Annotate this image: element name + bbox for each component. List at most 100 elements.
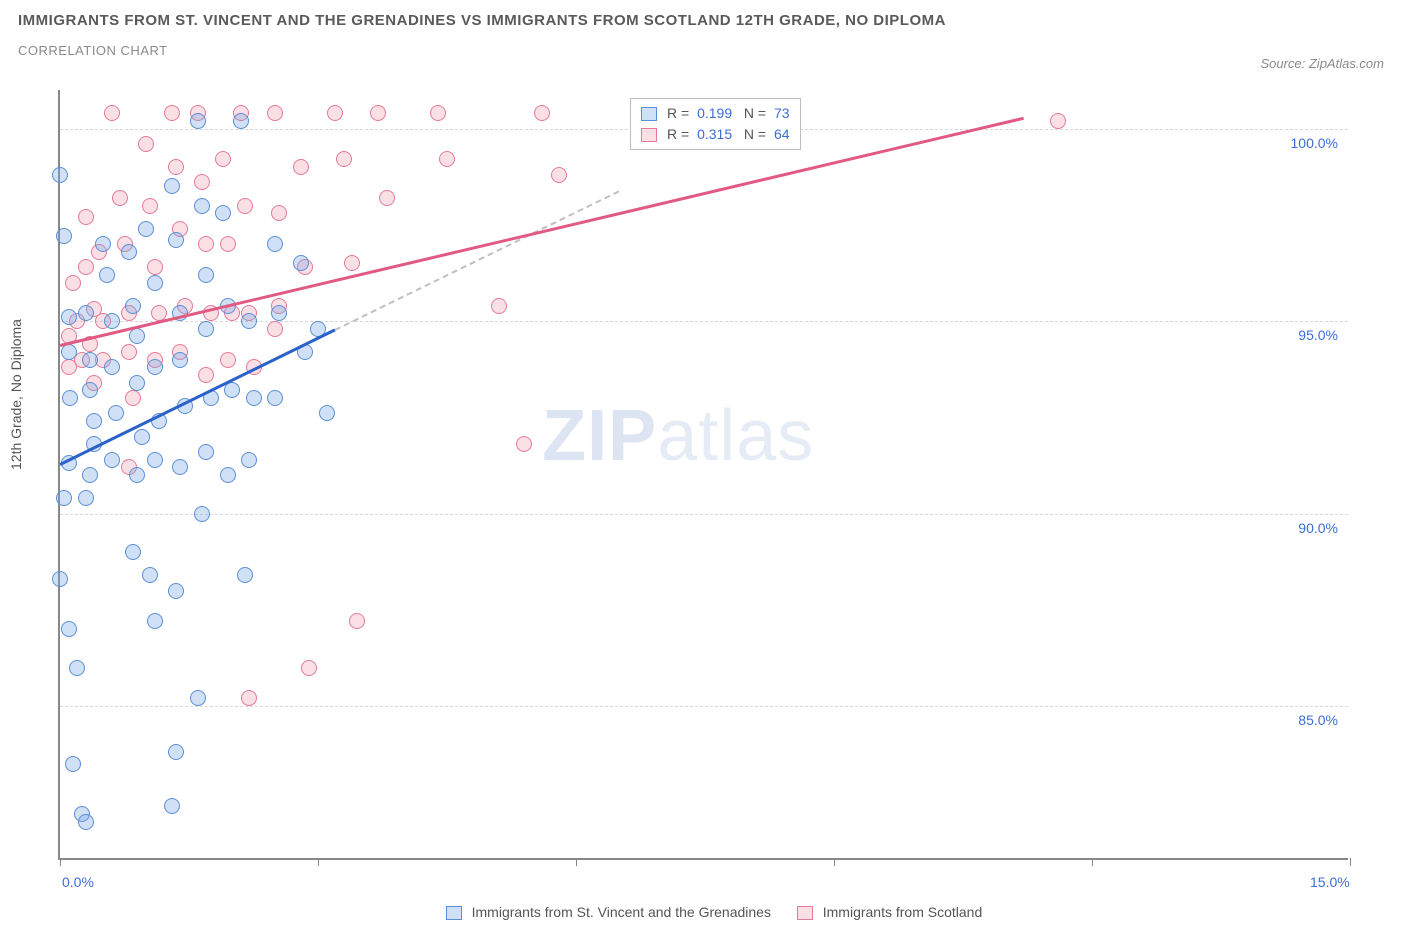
x-tick (60, 858, 61, 866)
data-point-blue (246, 390, 262, 406)
page-subtitle: CORRELATION CHART (18, 43, 1388, 58)
data-point-blue (61, 621, 77, 637)
data-point-blue (82, 352, 98, 368)
trend-line-pink (60, 117, 1024, 347)
gridline-horizontal (60, 706, 1348, 707)
data-point-pink (65, 275, 81, 291)
data-point-pink (534, 105, 550, 121)
data-point-blue (95, 236, 111, 252)
data-point-blue (168, 744, 184, 760)
y-tick-label: 100.0% (1291, 135, 1338, 151)
data-point-pink (198, 236, 214, 252)
data-point-blue (62, 390, 78, 406)
watermark-light: atlas (657, 396, 814, 476)
data-point-pink (112, 190, 128, 206)
corr-swatch-blue (641, 107, 657, 121)
trend-line-blue (59, 329, 335, 466)
data-point-pink (516, 436, 532, 452)
data-point-pink (241, 690, 257, 706)
corr-n-blue: 73 (774, 105, 790, 121)
data-point-pink (164, 105, 180, 121)
watermark-bold: ZIP (542, 396, 657, 476)
data-point-blue (224, 382, 240, 398)
data-point-blue (267, 390, 283, 406)
data-point-blue (319, 405, 335, 421)
gridline-horizontal (60, 514, 1348, 515)
x-tick (834, 858, 835, 866)
data-point-blue (125, 298, 141, 314)
data-point-blue (198, 444, 214, 460)
data-point-blue (78, 490, 94, 506)
data-point-blue (104, 359, 120, 375)
data-point-pink (215, 151, 231, 167)
legend-label-pink: Immigrants from Scotland (823, 904, 983, 920)
data-point-pink (491, 298, 507, 314)
corr-row-blue: R = 0.199 N = 73 (641, 103, 790, 124)
data-point-blue (56, 490, 72, 506)
data-point-blue (194, 198, 210, 214)
data-point-blue (82, 382, 98, 398)
x-tick (1350, 858, 1351, 866)
correlation-box: R = 0.199 N = 73R = 0.315 N = 64 (630, 98, 801, 150)
data-point-blue (129, 467, 145, 483)
x-tick (318, 858, 319, 866)
data-point-blue (172, 459, 188, 475)
x-tick (576, 858, 577, 866)
data-point-blue (237, 567, 253, 583)
data-point-blue (69, 660, 85, 676)
data-point-blue (190, 690, 206, 706)
x-tick (1092, 858, 1093, 866)
data-point-pink (121, 344, 137, 360)
data-point-pink (142, 198, 158, 214)
data-point-blue (147, 275, 163, 291)
data-point-pink (293, 159, 309, 175)
page-title: IMMIGRANTS FROM ST. VINCENT AND THE GREN… (18, 12, 1388, 29)
data-point-blue (198, 321, 214, 337)
data-point-blue (220, 467, 236, 483)
data-point-blue (104, 313, 120, 329)
x-tick-label: 15.0% (1310, 874, 1350, 890)
data-point-pink (1050, 113, 1066, 129)
data-point-blue (78, 814, 94, 830)
data-point-blue (142, 567, 158, 583)
data-point-pink (198, 367, 214, 383)
data-point-pink (439, 151, 455, 167)
data-point-blue (241, 452, 257, 468)
data-point-blue (172, 352, 188, 368)
data-point-blue (129, 328, 145, 344)
trend-line-blue-dashed (335, 190, 620, 330)
watermark: ZIPatlas (542, 395, 814, 477)
data-point-pink (267, 105, 283, 121)
data-point-blue (99, 267, 115, 283)
data-point-blue (52, 571, 68, 587)
data-point-blue (215, 205, 231, 221)
data-point-pink (327, 105, 343, 121)
scatter-chart: ZIPatlas 85.0%90.0%95.0%100.0%0.0%15.0%R… (58, 90, 1348, 860)
data-point-blue (134, 429, 150, 445)
legend-swatch-blue (446, 906, 462, 920)
data-point-blue (125, 544, 141, 560)
data-point-blue (241, 313, 257, 329)
data-point-pink (125, 390, 141, 406)
data-point-blue (121, 244, 137, 260)
data-point-pink (551, 167, 567, 183)
data-point-pink (370, 105, 386, 121)
data-point-pink (220, 352, 236, 368)
data-point-pink (336, 151, 352, 167)
data-point-blue (61, 344, 77, 360)
data-point-pink (78, 209, 94, 225)
data-point-blue (233, 113, 249, 129)
data-point-blue (56, 228, 72, 244)
data-point-blue (82, 467, 98, 483)
data-point-pink (301, 660, 317, 676)
data-point-blue (52, 167, 68, 183)
y-axis-label: 12th Grade, No Diploma (8, 319, 24, 470)
data-point-blue (78, 305, 94, 321)
y-tick-label: 95.0% (1298, 327, 1338, 343)
data-point-blue (86, 413, 102, 429)
data-point-blue (293, 255, 309, 271)
data-point-blue (65, 756, 81, 772)
data-point-pink (344, 255, 360, 271)
data-point-pink (78, 259, 94, 275)
data-point-pink (147, 259, 163, 275)
